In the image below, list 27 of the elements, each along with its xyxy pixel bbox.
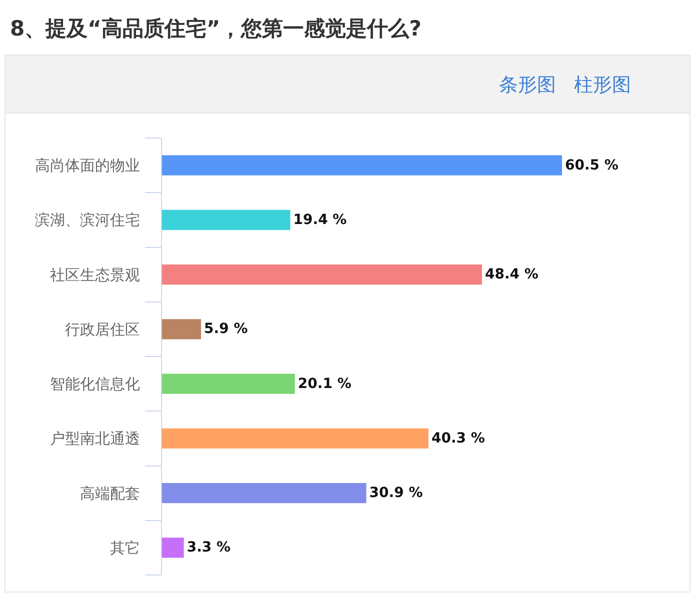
y-tick-label: 高尚体面的物业 (35, 156, 140, 175)
data-label: 48.4 % (485, 266, 538, 283)
data-label: 40.3 % (431, 430, 485, 446)
data-label: 60.5 % (565, 157, 618, 174)
y-tick-label: 社区生态景观 (50, 266, 140, 284)
bar (162, 319, 202, 340)
data-label: 30.9 % (369, 485, 423, 502)
bar (162, 155, 562, 176)
data-label: 20.1 % (298, 376, 352, 392)
chart-title: 8、提及“高品质住宅”，您第一感觉是什么? (10, 16, 422, 40)
text: 柱形图 (574, 74, 631, 96)
bar (162, 538, 184, 558)
y-tick-label: 高端配套 (80, 484, 140, 502)
y-tick-label: 智能化信息化 (50, 375, 140, 394)
data-label: 19.4 % (293, 212, 347, 228)
bar (162, 264, 482, 285)
data-label: 5.9 % (204, 321, 248, 338)
y-tick-label: 滨湖、滨河住宅 (35, 211, 140, 230)
data-label: 3.3 % (186, 540, 231, 556)
y-tick-label: 其它 (110, 538, 140, 557)
bar (162, 482, 366, 504)
bar (162, 428, 428, 449)
y-tick-label: 行政居住区 (65, 320, 140, 338)
y-tick-label: 户型南北通透 (50, 430, 140, 448)
bar (162, 374, 295, 394)
bar (162, 210, 290, 230)
text: 条形图 (499, 74, 556, 96)
